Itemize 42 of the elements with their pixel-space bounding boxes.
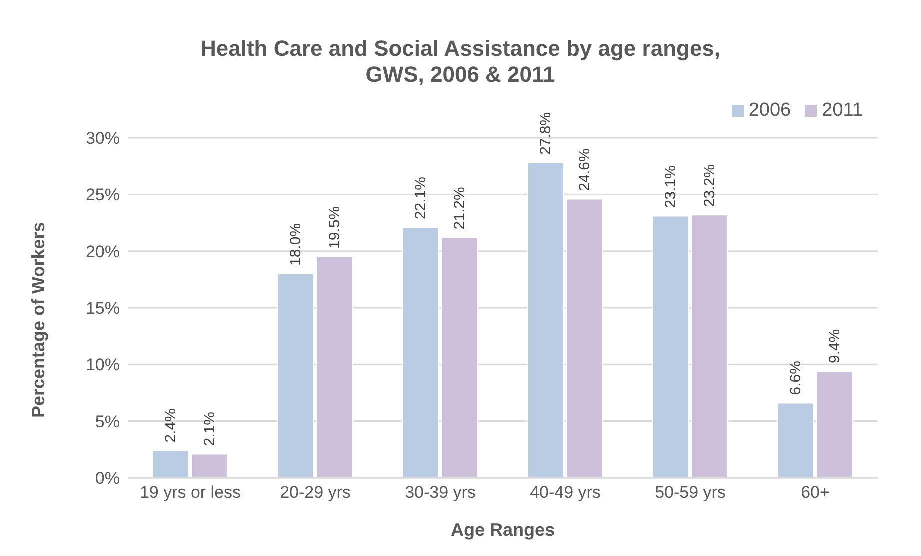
bar (692, 214, 728, 478)
data-label: 18.0% (288, 223, 304, 266)
data-label: 21.2% (452, 187, 468, 230)
x-tick-label: 40-49 yrs (530, 483, 601, 502)
bar (566, 198, 604, 478)
x-tick-label: 30-39 yrs (405, 483, 476, 502)
data-label: 22.1% (412, 176, 430, 220)
data-label: 27.8% (538, 112, 554, 155)
y-axis-title: Percentage of Workers (28, 222, 48, 418)
legend-label: 2006 (748, 100, 792, 122)
y-tick-label: 5% (95, 412, 120, 432)
y-tick-label: 0% (95, 469, 120, 488)
data-label: 2.4% (162, 408, 180, 443)
y-tick-label: 25% (86, 186, 120, 205)
data-label: 6.6% (788, 360, 804, 396)
bar (402, 227, 440, 478)
bar (278, 274, 314, 478)
data-label: 9.4% (826, 329, 844, 364)
data-label: 23.1% (662, 166, 680, 208)
y-tick-label: 30% (86, 129, 120, 148)
bar (778, 402, 814, 478)
x-tick-label: 50-59 yrs (655, 483, 726, 502)
y-tick-label: 10% (86, 356, 120, 375)
x-tick-label: 20-29 yrs (280, 483, 351, 502)
x-tick-label: 60+ (801, 483, 830, 502)
bar (528, 162, 564, 478)
bar (652, 216, 690, 478)
y-tick-label: 15% (86, 299, 120, 318)
data-label: 19.5% (326, 206, 344, 249)
data-label: 2.1% (202, 412, 218, 446)
bar (152, 450, 190, 478)
bar (192, 454, 228, 478)
x-axis-title: Age Ranges (450, 520, 556, 540)
chart-title: Health Care and Social Assistance by age ranges, GWS, 2006 & 2011 (199, 36, 722, 88)
data-label: 24.6% (576, 148, 594, 192)
y-tick-label: 20% (86, 242, 120, 262)
bar (442, 237, 478, 478)
bar (316, 256, 354, 478)
bar (816, 370, 854, 478)
data-label: 23.2% (702, 164, 718, 208)
legend-label: 2011 (822, 100, 863, 122)
x-tick-label: 19 yrs or less (140, 483, 242, 502)
